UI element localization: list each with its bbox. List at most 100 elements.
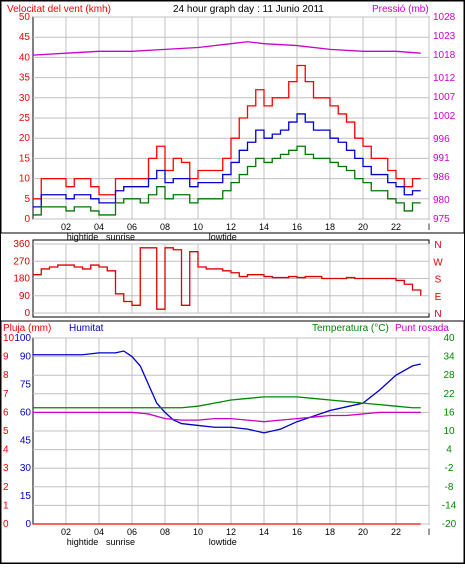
rain-tick-label: 0	[3, 519, 9, 530]
x-event-label: sunrise	[106, 537, 135, 547]
pressure-tick-label: 1007	[433, 92, 456, 103]
direction-letter: N	[434, 309, 441, 320]
rain-tick-label: 7	[3, 389, 9, 400]
x-tick-label: 06	[127, 222, 137, 232]
wind-tick-label: 0	[24, 214, 30, 225]
direction-tick-label: 0	[24, 308, 30, 319]
x-tick-label: 22	[391, 222, 401, 232]
temperature-tick-label: 28	[443, 370, 455, 381]
direction-series	[33, 247, 422, 310]
rain-tick-label: 1	[3, 500, 9, 511]
direction-letter: N	[434, 240, 441, 251]
rain-tick-label: 9	[3, 352, 9, 363]
x-tick-label: 16	[292, 222, 302, 232]
pressure-tick-label: 975	[433, 214, 450, 225]
direction-letter: W	[433, 257, 443, 268]
temperature-tick-label: 40	[443, 333, 455, 344]
direction-chart: 0204060810121416182022l090180270360NWSEN	[13, 239, 443, 320]
direction-letter: S	[435, 275, 442, 286]
x-tick-label: 16	[292, 527, 302, 537]
pressure-tick-label: 1023	[433, 31, 456, 42]
wind-tick-label: 20	[19, 133, 31, 144]
wind-tick-label: 40	[19, 52, 31, 63]
rain-tick-label: 6	[3, 407, 9, 418]
rain-tick-label: 8	[3, 370, 9, 381]
humidity-tick-label: 100	[14, 333, 31, 344]
pressure-tick-label: 996	[433, 134, 450, 145]
x-event-label: lowtide	[209, 232, 237, 242]
wind-tick-label: 25	[19, 113, 31, 124]
temperature-axis-label: Temperatura (°C)	[312, 323, 389, 334]
x-tick-label: 14	[259, 527, 269, 537]
pressure-axis-label: Pressió (mb)	[372, 4, 429, 15]
rain-tick-label: 2	[3, 482, 9, 493]
rain-axis-label: Pluja (mm)	[3, 323, 51, 334]
x-tick-label: 10	[193, 527, 203, 537]
x-tick-label: 22	[391, 527, 401, 537]
direction-tick-label: 90	[19, 291, 31, 302]
direction-letter: E	[435, 292, 442, 303]
direction-tick-label: 360	[13, 239, 30, 250]
x-tick-label: 18	[325, 222, 335, 232]
graph-title: 24 hour graph day : 11 Junio 2011	[173, 4, 324, 15]
humidity-tick-label: 90	[20, 352, 32, 363]
humidity-tick-label: 75	[20, 380, 32, 391]
x-event-label: hightide	[67, 537, 99, 547]
humidity-tick-label: 0	[25, 519, 31, 530]
temperature-tick-label: -2	[445, 463, 454, 474]
pressure-tick-label: 991	[433, 153, 450, 164]
x-event-label: sunrise	[106, 232, 135, 242]
humidity-tick-label: 45	[20, 435, 32, 446]
x-tick-label: 14	[259, 222, 269, 232]
dewpoint-axis-label: Punt rosada	[395, 323, 449, 334]
wind-tick-label: 10	[19, 174, 31, 185]
humidity-tick-label: 30	[20, 463, 32, 474]
pressure-tick-label: 1018	[433, 50, 456, 61]
x-tick-label: 20	[358, 527, 368, 537]
x-tick-label: 08	[160, 222, 170, 232]
x-tick-label: 06	[127, 527, 137, 537]
temperature-tick-label: 22	[443, 389, 455, 400]
x-tick-label: l	[428, 527, 430, 537]
wind-tick-label: 15	[19, 153, 31, 164]
x-tick-label: 08	[160, 527, 170, 537]
lower-series-temperature	[33, 396, 421, 409]
wind-tick-label: 30	[19, 93, 31, 104]
x-event-label: lowtide	[209, 537, 237, 547]
rain-tick-label: 4	[3, 445, 9, 456]
temperature-tick-label: -14	[442, 500, 457, 511]
wind-tick-label: 50	[19, 12, 31, 23]
pressure-tick-label: 1012	[433, 73, 456, 84]
rain-tick-label: 3	[3, 463, 9, 474]
rain-tick-label: 10	[3, 333, 15, 344]
temperature-tick-label: -20	[442, 519, 457, 530]
pressure-tick-label: 1028	[433, 12, 456, 23]
wind-tick-label: 5	[24, 194, 30, 205]
lower-series-humidity	[33, 350, 421, 434]
direction-tick-label: 270	[13, 256, 30, 267]
wind-tick-label: 45	[19, 32, 31, 43]
wind-series-gust	[33, 64, 421, 200]
humidity-tick-label: 15	[20, 491, 32, 502]
x-tick-label: 20	[358, 222, 368, 232]
humidity-tick-label: 60	[20, 407, 32, 418]
wind-series-avg	[33, 113, 421, 208]
temperature-tick-label: -8	[445, 482, 454, 493]
humidity-axis-label: Humitat	[69, 323, 104, 334]
pressure-tick-label: 1002	[433, 111, 456, 122]
pressure-tick-label: 980	[433, 195, 450, 206]
wind-series-pressure	[32, 41, 421, 56]
x-tick-label: 02	[61, 222, 71, 232]
x-tick-label: 12	[226, 222, 236, 232]
temperature-tick-label: 16	[443, 407, 455, 418]
wind-series-min	[33, 145, 421, 216]
lower-series-dewpoint	[33, 411, 421, 423]
x-tick-label: l	[428, 222, 430, 232]
x-tick-label: 12	[226, 527, 236, 537]
x-tick-label: 02	[61, 527, 71, 537]
x-tick-label: 18	[325, 527, 335, 537]
